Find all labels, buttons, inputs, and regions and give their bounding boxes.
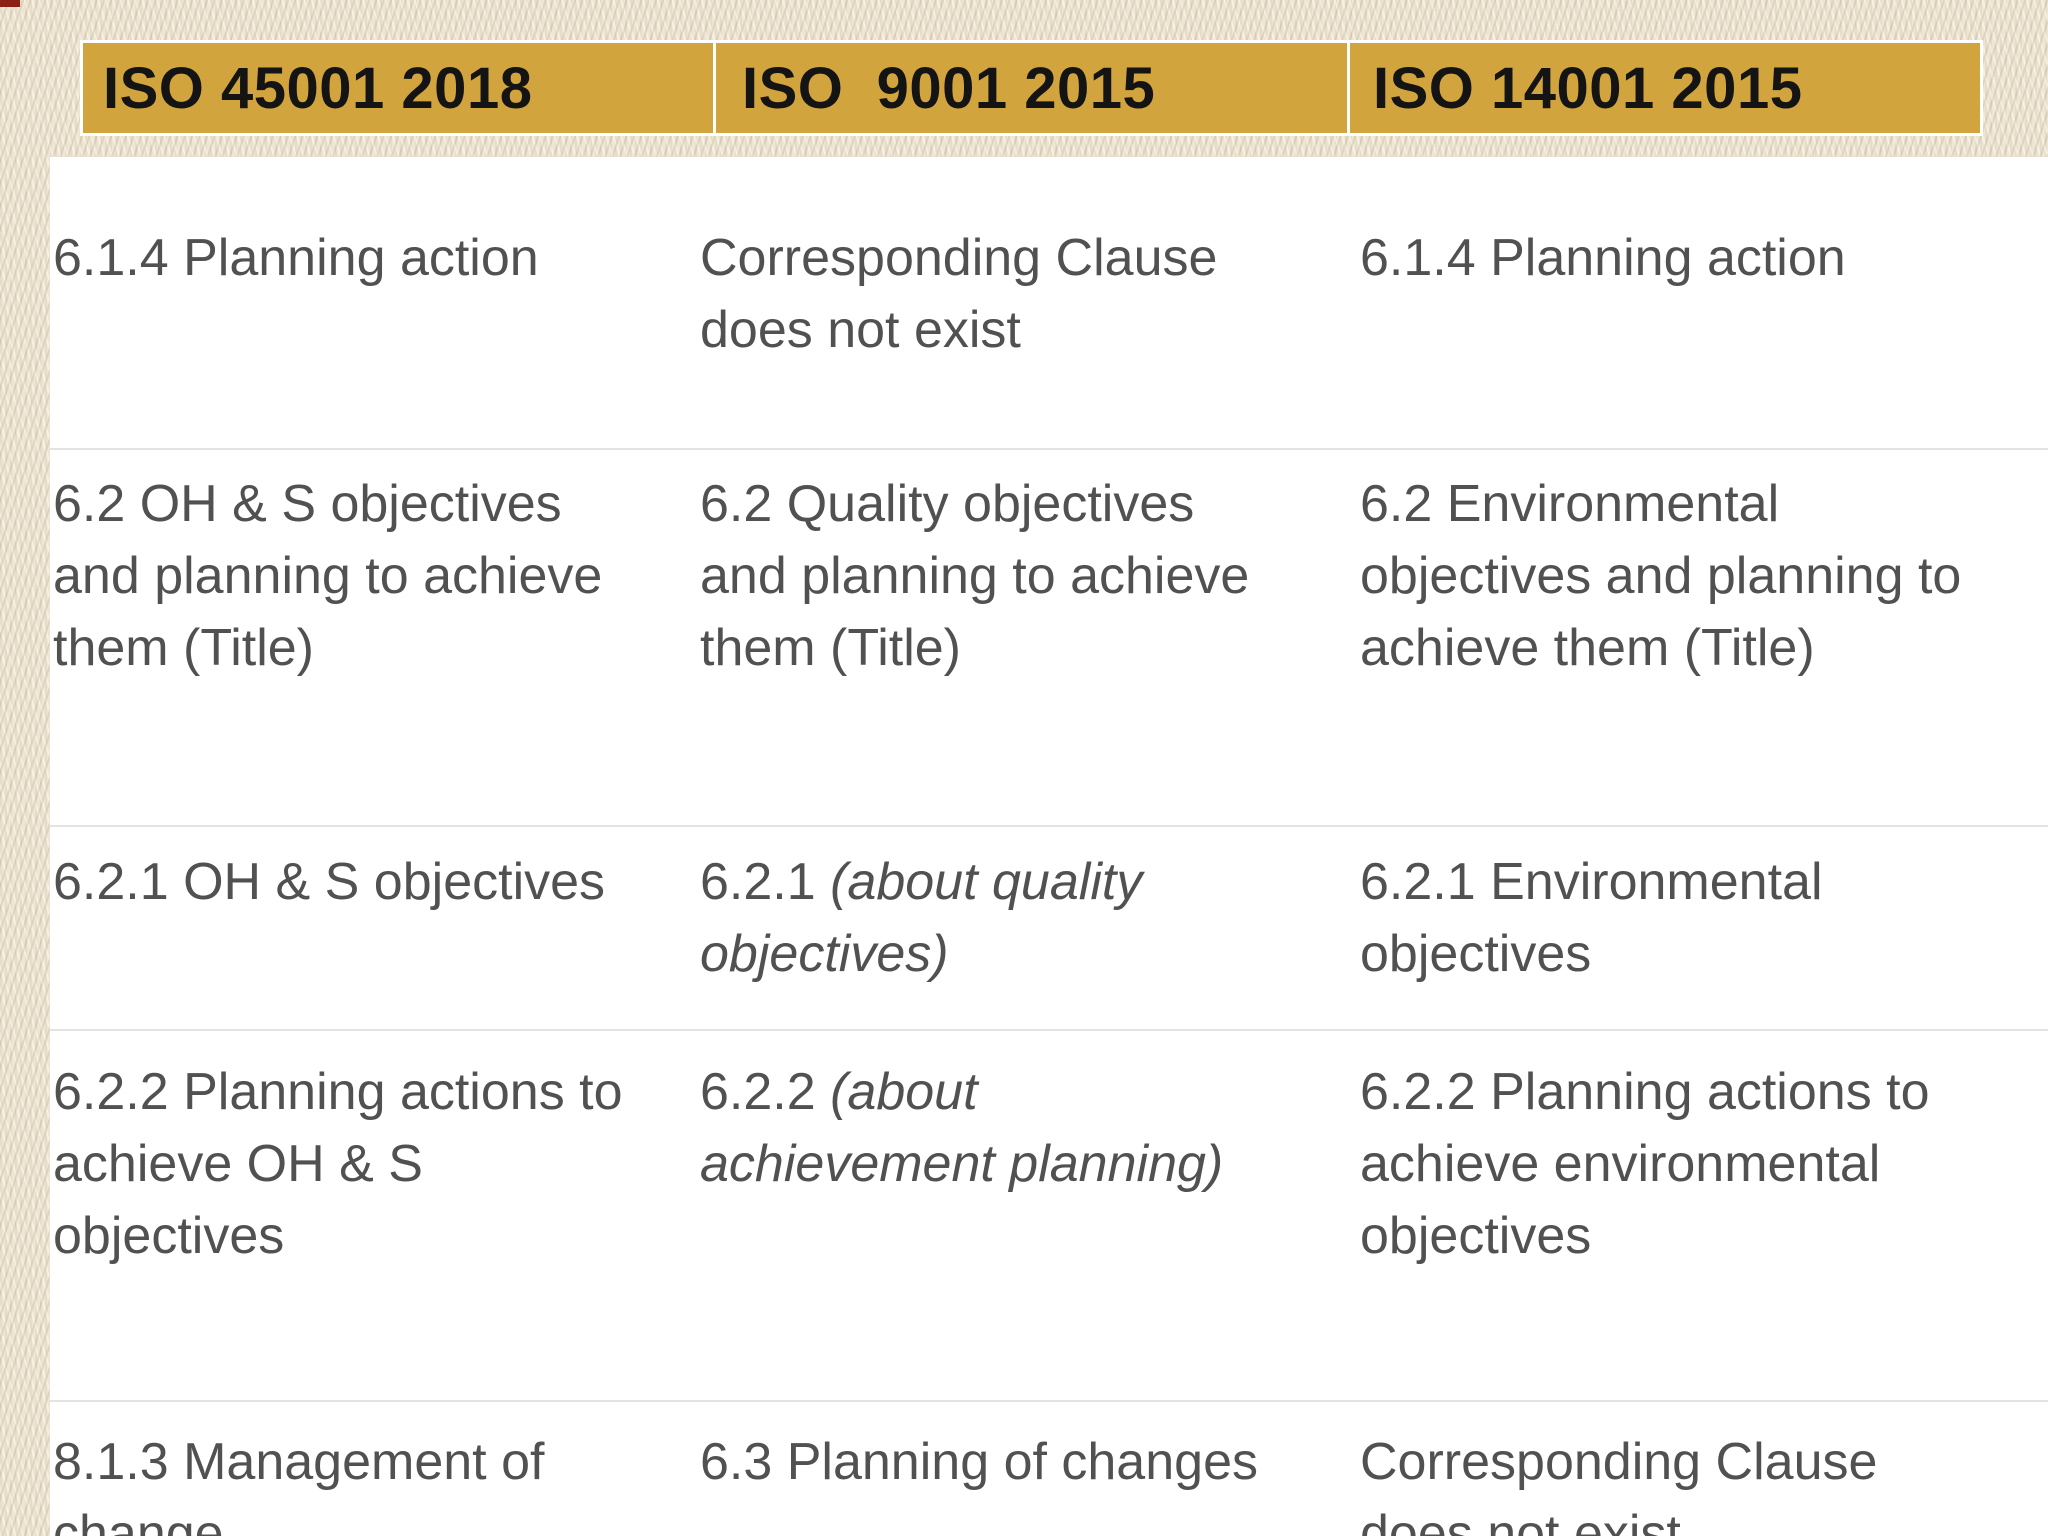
row-divider — [50, 1029, 2048, 1031]
row-divider — [50, 1400, 2048, 1402]
cell-9001-614: Corresponding Clause does not exist — [700, 229, 1218, 359]
header-cell-iso-45001: ISO 45001 2018 — [83, 43, 713, 133]
comparison-table — [50, 157, 2048, 1536]
cell-45001-621: 6.2.1 OH & S objectives — [53, 853, 606, 911]
cell-45001-813: 8.1.3 Management of change — [53, 1433, 545, 1536]
row-divider — [50, 448, 2048, 450]
table-header-row: ISO 45001 2018 ISO 9001 2015 ISO 14001 2… — [80, 40, 1983, 136]
cell-9001-63: 6.3 Planning of changes — [700, 1433, 1258, 1491]
cell-45001-622: 6.2.2 Planning actions to achieve OH & S… — [53, 1063, 623, 1265]
header-cell-iso-14001: ISO 14001 2015 — [1350, 43, 1980, 133]
row-divider — [50, 825, 2048, 827]
header-cell-iso-9001: ISO 9001 2015 — [716, 43, 1347, 133]
cell-14001-62: 6.2 Environmental objectives and plannin… — [1360, 475, 1962, 677]
cell-14001-621: 6.2.1 Environmental objectives — [1360, 853, 1823, 983]
cell-9001-622: 6.2.2 (about achievement planning) — [700, 1063, 1224, 1193]
cell-45001-62: 6.2 OH & S objectives and planning to ac… — [53, 475, 603, 677]
cell-14001-63: Corresponding Clause does not exist — [1360, 1433, 1878, 1536]
cell-45001-614: 6.1.4 Planning action — [53, 229, 539, 287]
cell-9001-62: 6.2 Quality objectives and planning to a… — [700, 475, 1250, 677]
corner-mark — [0, 0, 20, 7]
cell-14001-614: 6.1.4 Planning action — [1360, 229, 1846, 287]
cell-9001-621: 6.2.1 (about quality objectives) — [700, 853, 1143, 983]
cell-14001-622: 6.2.2 Planning actions to achieve enviro… — [1360, 1063, 1930, 1265]
